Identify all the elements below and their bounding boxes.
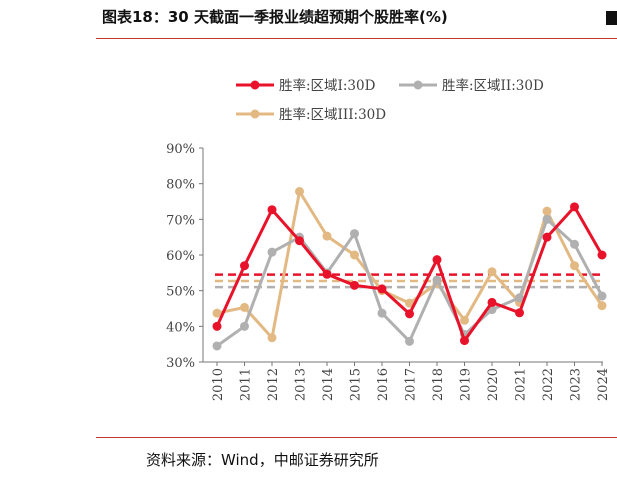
x-tick-label: 2022 [541, 368, 556, 401]
data-point [212, 308, 222, 318]
x-tick-label: 2020 [486, 368, 501, 401]
data-point [597, 301, 607, 311]
data-point [377, 284, 387, 294]
x-tick-label: 2016 [376, 368, 391, 401]
data-point [405, 298, 414, 308]
y-tick-label: 50% [166, 285, 195, 300]
legend-label: 胜率:区域III:30D [279, 106, 386, 123]
top-rule [96, 38, 617, 39]
x-tick-label: 2010 [211, 368, 226, 401]
data-point [460, 315, 469, 325]
x-tick-label: 2023 [569, 368, 584, 401]
data-point [295, 187, 304, 197]
chart-title: 图表18：30 天截面一季报业绩超预期个股胜率(%) [102, 8, 448, 26]
data-point [542, 214, 552, 224]
data-point [267, 247, 277, 257]
data-point [350, 280, 359, 290]
data-point [432, 255, 442, 265]
data-point [240, 261, 249, 271]
data-point [432, 275, 442, 285]
data-point [267, 205, 277, 215]
x-tick-label: 2012 [266, 368, 281, 401]
x-tick-label: 2018 [431, 368, 446, 401]
data-point [240, 302, 249, 312]
y-tick-label: 70% [166, 213, 195, 228]
x-tick-label: 2011 [239, 368, 254, 401]
data-point [460, 336, 469, 346]
legend-swatch-marker [250, 109, 260, 119]
data-point [377, 308, 387, 318]
x-tick-label: 2017 [404, 368, 419, 401]
data-point [405, 336, 414, 346]
data-point [240, 321, 249, 331]
data-point [267, 333, 277, 343]
legend-label: 胜率:区域II:30D [442, 77, 544, 94]
legend-swatch-marker [413, 80, 423, 90]
data-point [515, 308, 524, 318]
y-tick-label: 30% [166, 356, 195, 371]
x-tick-label: 2019 [459, 368, 474, 401]
data-point [405, 309, 414, 319]
x-tick-label: 2013 [294, 368, 309, 401]
data-point [570, 202, 579, 212]
y-tick-label: 40% [166, 320, 195, 335]
data-point [597, 250, 607, 260]
data-point [212, 341, 222, 351]
legend-swatch-marker [250, 80, 260, 90]
x-tick-label: 2021 [514, 368, 529, 401]
data-point [542, 232, 552, 242]
corner-mark [606, 11, 617, 25]
data-point [212, 321, 222, 331]
y-tick-label: 80% [166, 178, 195, 193]
data-point [570, 239, 579, 249]
bottom-rule [96, 437, 617, 438]
legend-label: 胜率:区域I:30D [279, 77, 376, 94]
data-point [350, 229, 359, 239]
data-point [515, 293, 524, 303]
data-point [597, 291, 607, 301]
data-point [487, 267, 497, 277]
x-tick-label: 2015 [349, 368, 364, 401]
data-point [350, 250, 359, 260]
x-tick-label: 2014 [321, 368, 336, 401]
data-point [570, 261, 579, 271]
data-point [487, 297, 497, 307]
data-point [322, 231, 332, 241]
data-point [295, 236, 304, 246]
source-note: 资料来源：Wind，中邮证券研究所 [146, 451, 379, 469]
y-tick-label: 60% [166, 249, 195, 264]
x-tick-label: 2024 [596, 368, 611, 401]
y-tick-label: 90% [166, 142, 195, 157]
data-point [542, 206, 552, 216]
data-point [322, 269, 332, 279]
